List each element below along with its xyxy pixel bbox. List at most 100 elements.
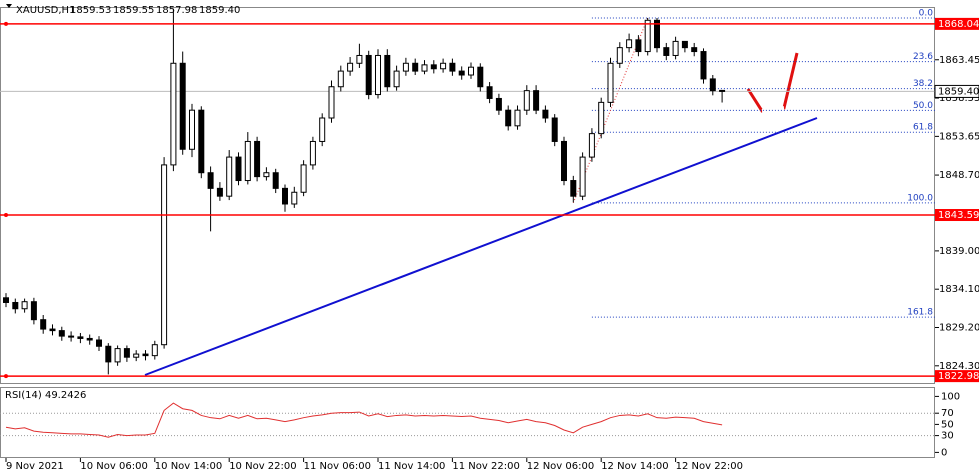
- candle-body: [216, 187, 223, 197]
- candle-body: [542, 109, 549, 119]
- y-tick-label: 1829.20: [939, 322, 979, 333]
- candle-body: [114, 348, 121, 363]
- candle-body: [551, 117, 558, 142]
- level-box: [935, 370, 979, 383]
- candle-body: [77, 336, 84, 339]
- candle-body: [328, 86, 335, 119]
- candle-body: [179, 62, 186, 150]
- y-tick-label: 1858.55: [939, 93, 979, 104]
- candle-body: [319, 117, 326, 142]
- x-tick-label: 10 Nov 06:00: [80, 461, 147, 472]
- y-tick-label: 1839.00: [939, 246, 979, 257]
- fib-label: 161.8: [907, 308, 933, 318]
- arrow-gap: [761, 106, 785, 113]
- candle-body: [635, 39, 642, 53]
- level-anchor: [4, 213, 8, 218]
- candle-body: [458, 70, 465, 76]
- trend-line: [144, 117, 818, 376]
- x-tick-label: 10 Nov 14:00: [155, 461, 222, 472]
- candle-body: [309, 140, 316, 166]
- header-value: 1859.55: [113, 5, 154, 16]
- x-tick-label: 10 Nov 22:00: [229, 461, 296, 472]
- candle-body: [12, 301, 19, 310]
- candle-body: [21, 301, 28, 310]
- y-tick-label: 1834.10: [939, 284, 979, 295]
- candle-body: [402, 62, 409, 72]
- candle-body: [356, 54, 363, 64]
- candle-body: [40, 319, 47, 330]
- candle-body: [663, 47, 670, 56]
- level-label: 1868.04: [938, 19, 979, 30]
- candle-body: [616, 47, 623, 64]
- rsi-tick-label: 50: [941, 419, 954, 430]
- candle-body: [58, 330, 65, 337]
- candle-body: [68, 335, 75, 338]
- candle-body: [700, 51, 707, 80]
- candle-body: [644, 19, 651, 53]
- candle-body: [161, 164, 168, 346]
- x-tick-label: 12 Nov 14:00: [601, 461, 668, 472]
- candle-body: [393, 70, 400, 88]
- header-value: 1859.40: [199, 5, 240, 16]
- candle-body: [123, 348, 130, 358]
- candle-body: [96, 339, 102, 347]
- candle-body: [198, 109, 205, 174]
- candle-body: [263, 172, 270, 178]
- rsi-tick-label: 30: [941, 431, 954, 442]
- fib-label: 100.0: [907, 193, 933, 203]
- candle-body: [170, 62, 177, 166]
- candle-body: [244, 140, 251, 182]
- rsi-title: RSI(14) 49.2426: [5, 390, 86, 401]
- candle-body: [579, 156, 586, 197]
- candle-body: [514, 109, 521, 127]
- candle-body: [300, 164, 307, 193]
- candle-body: [412, 62, 419, 72]
- candle-body: [523, 90, 530, 111]
- symbol-marker: [6, 4, 12, 8]
- candle-body: [691, 47, 698, 53]
- candle-body: [440, 62, 447, 70]
- candle-body: [533, 90, 540, 111]
- level-anchor: [4, 374, 8, 379]
- candle-body: [654, 19, 660, 49]
- candle-body: [207, 172, 214, 189]
- x-tick-label: 11 Nov 14:00: [378, 461, 445, 472]
- level-box: [935, 17, 979, 30]
- candle-body: [570, 180, 577, 197]
- fib-label: 0.0: [919, 8, 934, 18]
- candle-body: [226, 156, 233, 197]
- candle-body: [495, 97, 502, 111]
- candle-body: [235, 156, 242, 182]
- rsi-tick-label: 100: [941, 391, 960, 402]
- level-label: 1843.59: [938, 210, 979, 221]
- candle-body: [505, 109, 512, 127]
- candle-body: [681, 40, 688, 49]
- candle-body: [291, 191, 298, 205]
- fib-label: 50.0: [913, 101, 933, 111]
- chart-title: XAUUSD,H1: [16, 5, 75, 16]
- candle-body: [105, 345, 112, 363]
- candle-body: [561, 140, 567, 182]
- y-tick-label: 1853.65: [939, 131, 979, 142]
- main-frame: [0, 7, 935, 384]
- candle-body: [337, 70, 344, 88]
- candle-body: [709, 78, 716, 92]
- candle-body: [468, 66, 474, 76]
- candle-body: [189, 109, 195, 150]
- current-price-label: 1859.40: [938, 86, 979, 97]
- candle-body: [151, 344, 158, 357]
- header-value: 1857.98: [156, 5, 197, 16]
- candle-body: [626, 39, 633, 49]
- x-tick-label: 12 Nov 06:00: [527, 461, 594, 472]
- candle-body: [254, 140, 261, 178]
- x-tick-label: 11 Nov 06:00: [304, 461, 371, 472]
- candle-body: [49, 328, 56, 332]
- level-label: 1822.98: [938, 371, 979, 382]
- fib-diagonal: [572, 17, 649, 204]
- candle-body: [384, 54, 391, 88]
- candle-body: [719, 89, 726, 92]
- fib-label: 38.2: [913, 79, 933, 89]
- candle-body: [142, 353, 149, 357]
